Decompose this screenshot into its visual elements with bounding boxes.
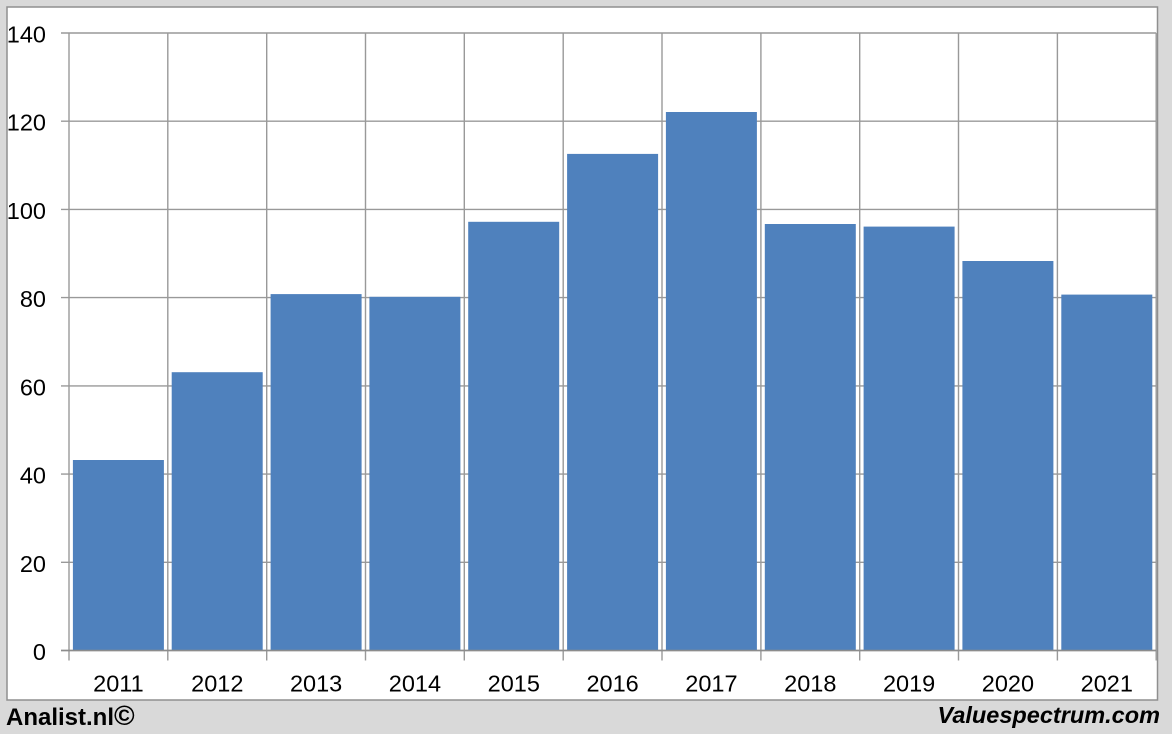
svg-text:60: 60 [20, 374, 46, 400]
svg-text:2020: 2020 [982, 671, 1034, 697]
svg-text:2011: 2011 [93, 671, 144, 697]
svg-text:2013: 2013 [290, 671, 342, 697]
svg-text:Valuespectrum.com: Valuespectrum.com [938, 702, 1160, 728]
svg-text:2015: 2015 [488, 671, 540, 697]
svg-text:2021: 2021 [1081, 671, 1133, 697]
svg-text:140: 140 [7, 22, 46, 48]
svg-text:2016: 2016 [586, 671, 638, 697]
svg-text:100: 100 [7, 198, 46, 224]
svg-text:2014: 2014 [389, 671, 441, 697]
svg-text:0: 0 [33, 639, 46, 665]
svg-text:Analist.nl©: Analist.nl© [6, 700, 135, 731]
svg-text:2019: 2019 [883, 671, 935, 697]
svg-text:80: 80 [20, 286, 46, 312]
svg-text:2018: 2018 [784, 671, 836, 697]
svg-text:2012: 2012 [191, 671, 243, 697]
svg-text:40: 40 [20, 463, 46, 489]
svg-text:2017: 2017 [685, 671, 737, 697]
svg-text:20: 20 [20, 551, 46, 577]
svg-text:120: 120 [7, 110, 46, 136]
